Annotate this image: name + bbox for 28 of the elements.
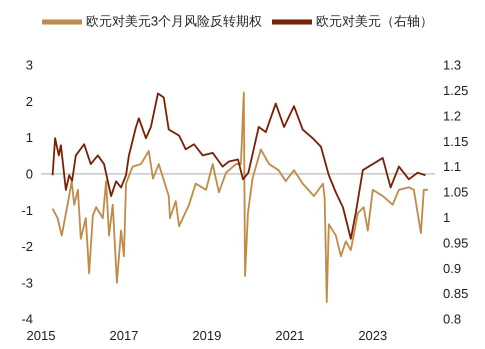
y-tick-label: 1 [26,130,33,146]
y2-tick-label: 1.25 [443,83,468,98]
y-tick-label: -3 [21,275,33,290]
y2-tick-label: 1.05 [443,184,468,200]
y2-tick-label: 0.85 [443,286,468,302]
x-tick-label: 2021 [275,328,304,344]
x-tick-label: 2023 [358,328,388,344]
y-tick-label: -2 [21,239,33,254]
y2-tick-label: 0.9 [443,260,462,276]
legend-label: 欧元对美元3个月风险反转期权 [86,13,262,28]
x-tick-label: 2015 [26,328,56,344]
x-tick-label: 2017 [109,328,138,344]
y2-tick-label: 0.8 [443,312,462,327]
y2-tick-label: 1.1 [443,159,462,174]
y-tick-label: 0 [26,166,33,182]
y-tick-label: -4 [21,312,33,327]
y2-tick-label: 1.3 [443,58,462,73]
y-tick-label: 3 [26,58,33,73]
y-tick-label: -1 [21,202,33,218]
y-tick-label: 2 [26,94,33,109]
y2-tick-label: 1 [443,210,450,226]
line-series [52,92,426,240]
line-series [52,92,429,303]
x-tick-label: 2019 [192,328,222,344]
y2-tick-label: 1.15 [443,134,468,149]
legend-label: 欧元对美元（右轴） [316,13,434,28]
y2-tick-label: 1.2 [443,108,462,124]
y2-tick-label: 0.95 [443,235,468,250]
